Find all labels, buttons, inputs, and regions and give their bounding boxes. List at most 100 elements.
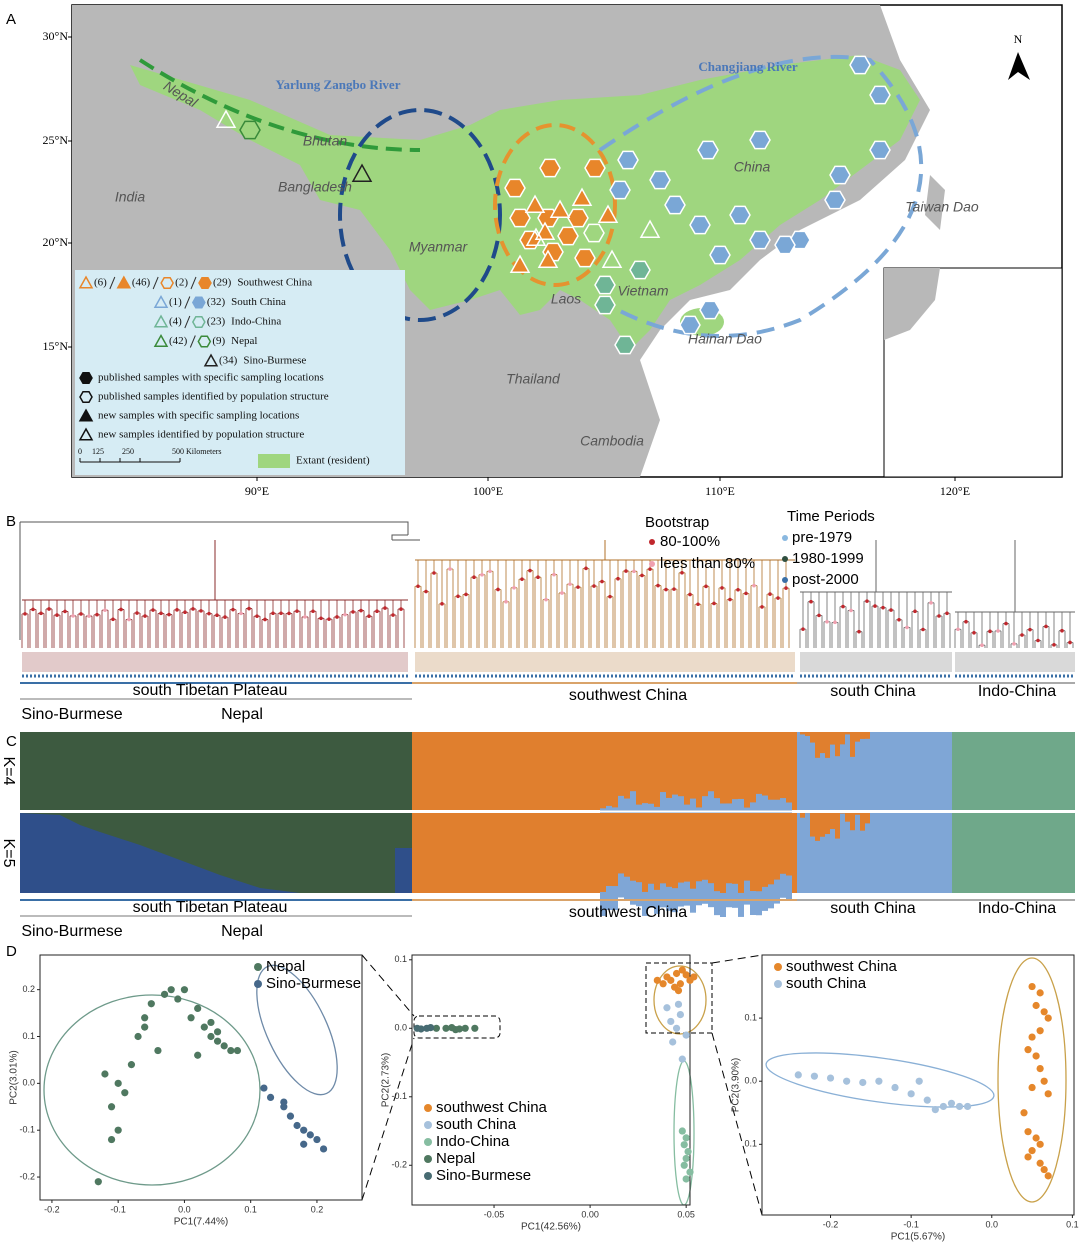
bootstrap-dot bbox=[151, 608, 155, 612]
bootstrap-dot bbox=[351, 610, 355, 614]
bootstrap-dot bbox=[849, 609, 853, 613]
point bbox=[924, 1097, 931, 1104]
bootstrap-dot bbox=[672, 587, 676, 591]
ancestry bbox=[825, 732, 830, 758]
tree-branch bbox=[398, 600, 404, 648]
bootstrap-dot bbox=[728, 598, 732, 602]
bootstrap-dot bbox=[632, 570, 636, 574]
bootstrap-dot bbox=[399, 607, 403, 611]
bootstrap-dot bbox=[841, 605, 845, 609]
bootstrap-dot bbox=[335, 615, 339, 619]
bootstrap-dot bbox=[784, 586, 788, 590]
tree-branch bbox=[816, 592, 822, 648]
point bbox=[207, 1033, 214, 1040]
tree-branch bbox=[174, 600, 180, 648]
bootstrap-dot bbox=[704, 585, 708, 589]
ancestry bbox=[952, 813, 1075, 893]
legend-label: South China bbox=[231, 296, 286, 308]
group-label: south China bbox=[830, 900, 915, 917]
tree-branch bbox=[126, 600, 132, 648]
place-label: India bbox=[115, 189, 146, 205]
point bbox=[221, 1042, 228, 1049]
ancestry bbox=[800, 732, 805, 734]
tree-branch bbox=[342, 600, 348, 648]
tree-branch bbox=[856, 592, 862, 648]
ancestry bbox=[684, 882, 690, 906]
point bbox=[811, 1073, 818, 1080]
legend-text: Sino-Burmese bbox=[266, 975, 361, 992]
x-axis-label: PC1(7.44%) bbox=[174, 1217, 228, 1228]
legend-title: Bootstrap bbox=[645, 514, 709, 531]
point bbox=[1028, 983, 1035, 990]
tip-labels bbox=[22, 652, 408, 672]
point bbox=[141, 1014, 148, 1021]
tree-branch bbox=[1019, 612, 1025, 648]
sample-hexagon bbox=[690, 216, 710, 233]
tree-branch bbox=[971, 612, 977, 648]
point bbox=[128, 1061, 135, 1068]
ancestry bbox=[830, 732, 835, 745]
group-label: Indo-China bbox=[978, 900, 1056, 917]
bootstrap-dot bbox=[688, 593, 692, 597]
point bbox=[194, 1052, 201, 1059]
group-label: south Tibetan Plateau bbox=[133, 682, 288, 699]
point bbox=[667, 977, 674, 984]
tree-branch bbox=[936, 592, 942, 648]
range-swatch bbox=[258, 454, 290, 468]
bootstrap-dot bbox=[311, 609, 315, 613]
x-tick-label: 0.2 bbox=[311, 1204, 324, 1214]
legend-text: published samples with specific sampling… bbox=[98, 372, 324, 384]
legend-text: southwest China bbox=[436, 1099, 548, 1116]
panel-label: D bbox=[6, 943, 17, 960]
sample-hexagon bbox=[615, 336, 635, 353]
bootstrap-dot bbox=[440, 602, 444, 606]
scale-label: 500 Kilometers bbox=[172, 447, 222, 456]
point bbox=[948, 1100, 955, 1107]
group-label: southwest China bbox=[569, 687, 687, 704]
ancestry bbox=[678, 883, 684, 907]
tree-branch bbox=[944, 592, 950, 648]
tree-branch bbox=[134, 600, 140, 648]
ancestry bbox=[762, 887, 768, 911]
y-tick-label: -0.1 bbox=[19, 1125, 35, 1135]
tree-branch bbox=[463, 560, 469, 648]
lat-label: 20°N bbox=[43, 235, 69, 249]
legend-dot bbox=[424, 1155, 432, 1163]
y-tick-label: 0.1 bbox=[744, 1012, 757, 1022]
tree-branch bbox=[310, 600, 316, 648]
point bbox=[307, 1131, 314, 1138]
legend-text: lees than 80% bbox=[660, 555, 755, 572]
bootstrap-dot bbox=[207, 612, 211, 616]
bootstrap-dot bbox=[964, 620, 968, 624]
bootstrap-dot bbox=[191, 607, 195, 611]
bootstrap-dot bbox=[980, 643, 984, 647]
tree-branch bbox=[278, 600, 284, 648]
tree-branch bbox=[334, 600, 340, 648]
group-label: Sino-Burmese bbox=[21, 923, 122, 940]
ancestry bbox=[738, 893, 744, 917]
legend-text: 80-100% bbox=[660, 533, 720, 550]
bootstrap-dot bbox=[857, 630, 861, 634]
point bbox=[1024, 1046, 1031, 1053]
bootstrap-dot bbox=[496, 588, 500, 592]
sample-hexagon bbox=[630, 261, 650, 278]
lat-label: 15°N bbox=[43, 339, 69, 353]
tree-branch bbox=[599, 560, 605, 648]
point bbox=[679, 966, 686, 973]
legend-label: Indo-China bbox=[231, 316, 281, 328]
point bbox=[1028, 1084, 1035, 1091]
point bbox=[663, 1004, 670, 1011]
sample-hexagon bbox=[595, 276, 615, 293]
ancestry bbox=[810, 732, 815, 743]
bootstrap-dot bbox=[424, 590, 428, 594]
sample-hexagon bbox=[595, 296, 615, 313]
bootstrap-dot bbox=[536, 575, 540, 579]
point bbox=[227, 1047, 234, 1054]
tree-branch bbox=[1003, 612, 1009, 648]
point bbox=[194, 1005, 201, 1012]
y-axis-label: PC2(2.73%) bbox=[381, 1053, 392, 1107]
tree-branch bbox=[222, 600, 228, 648]
legend-text: southwest China bbox=[786, 958, 898, 975]
point bbox=[214, 1038, 221, 1045]
tree-branch bbox=[719, 560, 725, 648]
